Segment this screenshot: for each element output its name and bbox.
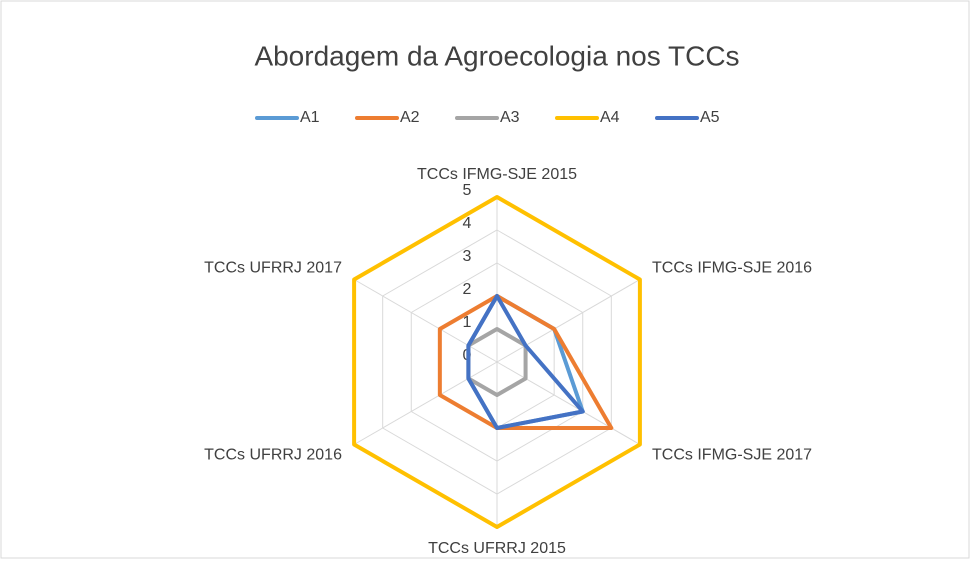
series-line (352, 195, 642, 529)
category-label: TCCs IFMG-SJE 2017 (652, 447, 812, 464)
legend-label: A3 (500, 109, 520, 126)
chart-title: Abordagem da Agroecologia nos TCCs (254, 40, 739, 71)
category-label: TCCs IFMG-SJE 2015 (417, 166, 577, 183)
legend-label: A4 (600, 109, 620, 126)
spoke (496, 361, 641, 445)
r-tick-label: 4 (463, 215, 472, 232)
r-tick-label: 5 (463, 182, 472, 199)
r-tick-label: 2 (463, 281, 472, 298)
legend-label: A1 (300, 109, 320, 126)
category-label: TCCs IFMG-SJE 2016 (652, 260, 812, 277)
r-tick-label: 1 (463, 314, 472, 331)
category-label: TCCs UFRRJ 2016 (204, 447, 342, 464)
r-tick-label: 3 (463, 248, 472, 265)
category-label: TCCs UFRRJ 2017 (204, 260, 342, 277)
spoke (353, 361, 498, 445)
legend-label: A2 (400, 109, 420, 126)
series-line (466, 294, 585, 430)
spoke (496, 279, 641, 363)
category-label: TCCs UFRRJ 2015 (428, 540, 566, 557)
legend-label: A5 (700, 109, 720, 126)
spoke (353, 279, 498, 363)
